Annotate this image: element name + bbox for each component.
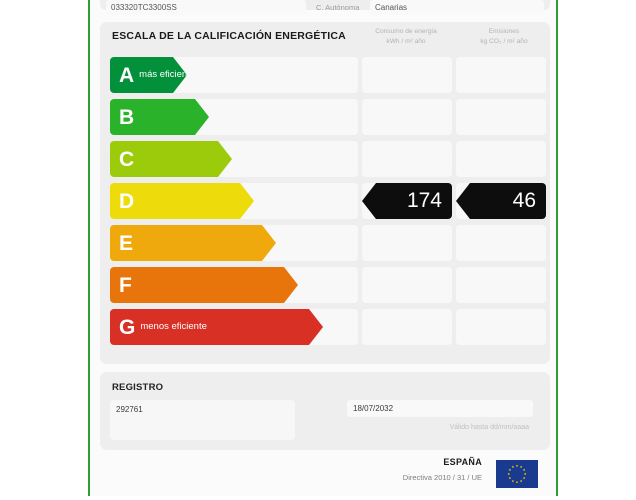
autonomous-community-field[interactable]: Canarias [370,0,544,15]
energy-scale-card: ESCALA DE LA CALIFICACIÓN ENERGÉTICA Con… [100,22,550,364]
value-slot-energy [362,225,452,261]
value-slot-emissions [456,267,546,303]
rating-note: más eficiente [139,69,196,80]
column-header-emissions-line1: Emisiones [488,28,520,35]
rating-band-e: E [110,225,276,261]
rating-band-f: F [110,267,298,303]
eu-flag-icon [496,460,538,488]
cadastral-reference-field[interactable]: 033320TC3300SS [106,0,306,15]
country-label: ESPAÑA [443,457,482,467]
autonomous-community-label: C. Autónoma [316,3,360,12]
value-slot-emissions [456,141,546,177]
certificate-footer: ESPAÑA Directiva 2010 / 31 / UE [100,455,550,495]
rating-row-e: E [110,224,546,262]
rating-note: menos eficiente [140,321,207,332]
value-slot-energy [362,99,452,135]
rating-band-b: B [110,99,209,135]
address-strip: 033320TC3300SS C. Autónoma Canarias [100,0,550,15]
rating-letter: D [119,189,135,213]
directive-label: Directiva 2010 / 31 / UE [402,473,482,482]
rating-row-d: D 174 46 [110,182,546,220]
rating-letter: F [119,273,132,297]
rating-row-f: F [110,266,546,304]
value-slot-energy [362,267,452,303]
page-bottom-edge [88,496,558,500]
value-slot-energy [362,141,452,177]
registro-title: REGISTRO [112,382,164,393]
rating-letter: B [119,105,135,129]
rating-letter: G [119,315,136,339]
emissions-value-badge: 46 [456,183,546,219]
column-header-energy-line1: Consumo de energía [375,28,437,35]
rating-letter: E [119,231,134,255]
rating-letter: A [119,63,135,87]
certificate-page: 033320TC3300SS C. Autónoma Canarias ESCA… [88,0,558,500]
rating-row-b: B [110,98,546,136]
registro-date-field[interactable]: 18/07/2032 [347,400,533,417]
registro-card: REGISTRO 292761 18/07/2032 Válido hasta … [100,372,550,450]
value-slot-emissions [456,57,546,93]
registro-number-field[interactable]: 292761 [110,400,295,440]
right-page-margin [558,0,636,500]
energy-value-badge: 174 [362,183,452,219]
value-slot-energy [362,309,452,345]
energy-scale-title: ESCALA DE LA CALIFICACIÓN ENERGÉTICA [112,30,346,42]
rating-letter: C [119,147,135,171]
column-header-energy-line2: kWh / m² año [386,37,426,45]
column-header-emissions: Emisiones kg CO₂ / m² año [456,27,552,46]
left-page-margin [0,0,88,500]
rating-band-c: C [110,141,232,177]
registro-validity-hint: Válido hasta dd/mm/aaaa [449,424,529,431]
column-header-energy: Consumo de energía kWh / m² año [358,27,454,46]
rating-band-d: D [110,183,254,219]
value-slot-emissions [456,225,546,261]
value-slot-emissions [456,309,546,345]
value-slot-energy [362,57,452,93]
rating-row-c: C [110,140,546,178]
column-header-emissions-line2: kg CO₂ / m² año [480,37,528,45]
value-slot-emissions [456,99,546,135]
